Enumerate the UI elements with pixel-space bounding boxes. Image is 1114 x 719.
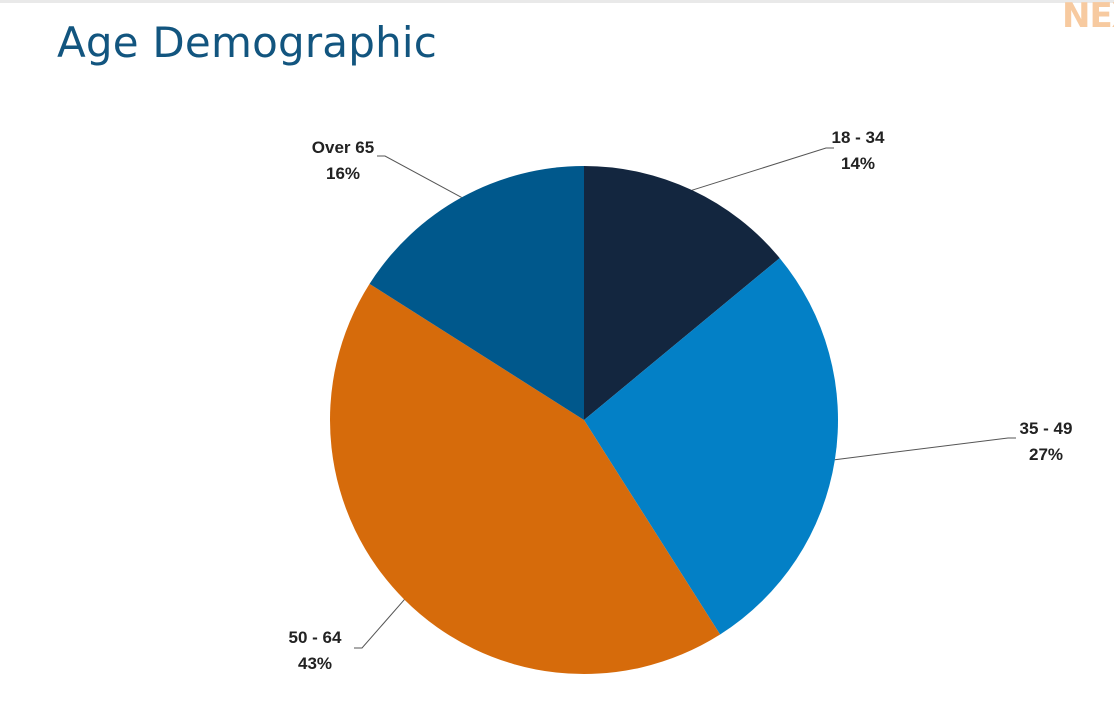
slice-label: 35 - 49 xyxy=(1020,419,1073,438)
pie-slice-18-34 xyxy=(584,166,780,420)
brand-logo: NEX xyxy=(1062,0,1114,36)
slice-label: Over 65 xyxy=(312,138,374,157)
leader-line-18-34 xyxy=(691,147,834,191)
pie-slice-35-49 xyxy=(584,258,839,635)
top-rule xyxy=(0,0,1114,3)
pie-slice-50-64 xyxy=(329,283,721,675)
leader-line-50-64 xyxy=(354,599,405,649)
leader-line-35-49 xyxy=(834,437,1016,461)
slice-value-label: 14% xyxy=(841,154,875,173)
slice-value-label: 27% xyxy=(1029,445,1063,464)
slice-label: 50 - 64 xyxy=(289,628,342,647)
slice-value-label: 43% xyxy=(298,654,332,673)
leader-line-over65 xyxy=(377,155,462,198)
slice-value-label: 16% xyxy=(326,164,360,183)
slice-label: 18 - 34 xyxy=(832,128,885,147)
page-title: Age Demographic xyxy=(57,18,438,67)
pie-slice-over65 xyxy=(369,166,584,420)
